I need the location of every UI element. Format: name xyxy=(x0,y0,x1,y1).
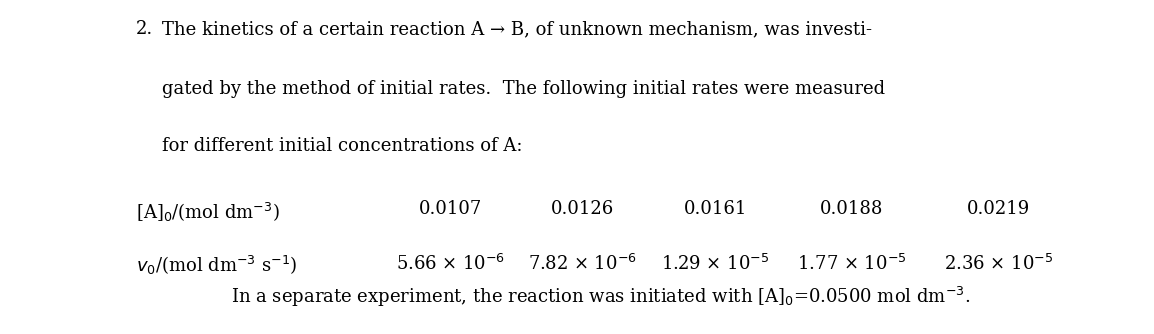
Text: In a separate experiment, the reaction was initiated with [A]$_0$=0.0500 mol dm$: In a separate experiment, the reaction w… xyxy=(231,285,971,309)
Text: [A]$_0$/(mol dm$^{-3}$): [A]$_0$/(mol dm$^{-3}$) xyxy=(136,200,279,223)
Text: 0.0161: 0.0161 xyxy=(684,200,747,218)
Text: 5.66 × 10$^{-6}$: 5.66 × 10$^{-6}$ xyxy=(396,254,504,274)
Text: for different initial concentrations of A:: for different initial concentrations of … xyxy=(162,137,522,155)
Text: 7.82 × 10$^{-6}$: 7.82 × 10$^{-6}$ xyxy=(529,254,637,274)
Text: 1.77 × 10$^{-5}$: 1.77 × 10$^{-5}$ xyxy=(797,254,906,274)
Text: 0.0188: 0.0188 xyxy=(820,200,883,218)
Text: The kinetics of a certain reaction A → B, of unknown mechanism, was investi-: The kinetics of a certain reaction A → B… xyxy=(162,20,871,38)
Text: 1.29 × 10$^{-5}$: 1.29 × 10$^{-5}$ xyxy=(661,254,770,274)
Text: 0.0126: 0.0126 xyxy=(552,200,614,218)
Text: 0.0219: 0.0219 xyxy=(967,200,1029,218)
Text: 0.0107: 0.0107 xyxy=(419,200,481,218)
Text: 2.: 2. xyxy=(136,20,153,38)
Text: gated by the method of initial rates.  The following initial rates were measured: gated by the method of initial rates. Th… xyxy=(162,80,885,98)
Text: 2.36 × 10$^{-5}$: 2.36 × 10$^{-5}$ xyxy=(944,254,1052,274)
Text: $v_0$/(mol dm$^{-3}$ s$^{-1}$): $v_0$/(mol dm$^{-3}$ s$^{-1}$) xyxy=(136,254,298,277)
